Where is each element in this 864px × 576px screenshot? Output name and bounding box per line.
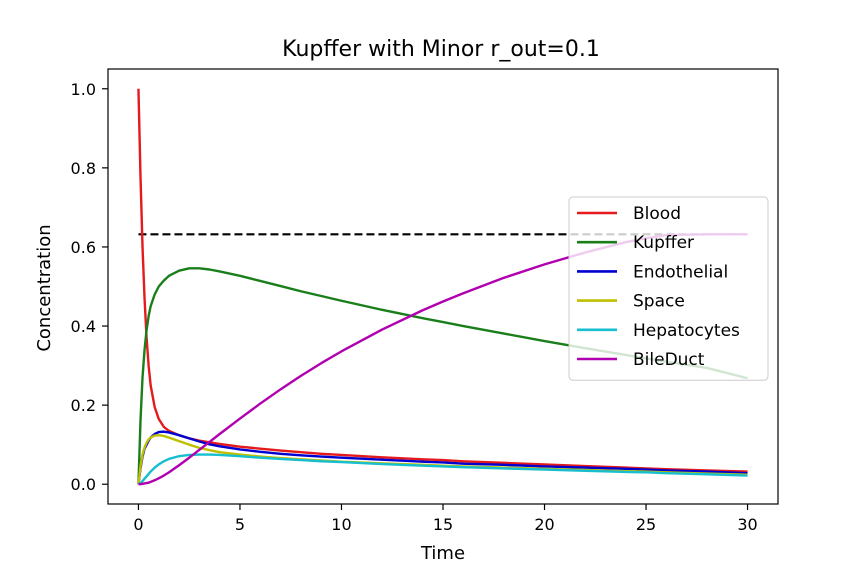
legend-label-hepatocytes: Hepatocytes [633,321,740,341]
series-line-hepatocytes [137,453,748,486]
legend-label-endothelial: Endothelial [633,262,728,282]
x-tick-label: 0 [133,515,143,534]
y-tick-label: 0.2 [71,396,96,415]
y-axis-label: Concentration [34,224,55,351]
series-layer [137,88,748,486]
x-tick-label: 30 [737,515,757,534]
series-line-kupffer [137,267,748,485]
legend-label-bileduct: BileDuct [633,350,705,370]
y-tick-label: 0.0 [71,475,96,494]
y-tick-label: 0.4 [71,317,96,336]
legend: Blood Kupffer Endothelial Space Hepatocytes B… [568,196,769,381]
y-tick-label: 1.0 [71,80,96,99]
x-tick-label: 20 [534,515,554,534]
legend-box [568,196,769,381]
x-tick-label: 5 [235,515,245,534]
chart-title: Kupffer with Minor r_out=0.1 [282,37,600,62]
x-tick-label: 15 [433,515,453,534]
x-tick-label: 10 [331,515,351,534]
y-axis: 0.0 0.2 0.4 0.6 0.8 1.0 [71,80,108,494]
legend-label-blood: Blood [633,204,681,224]
y-tick-label: 0.6 [71,238,96,257]
x-tick-label: 25 [636,515,656,534]
x-axis: 0 5 10 15 20 25 30 [133,504,758,534]
series-line-blood [137,88,748,473]
legend-label-kupffer: Kupffer [633,233,694,253]
y-tick-label: 0.8 [71,159,96,178]
legend-label-space: Space [633,292,685,312]
x-axis-label: Time [420,543,465,564]
series-line-bileduct [138,233,748,486]
